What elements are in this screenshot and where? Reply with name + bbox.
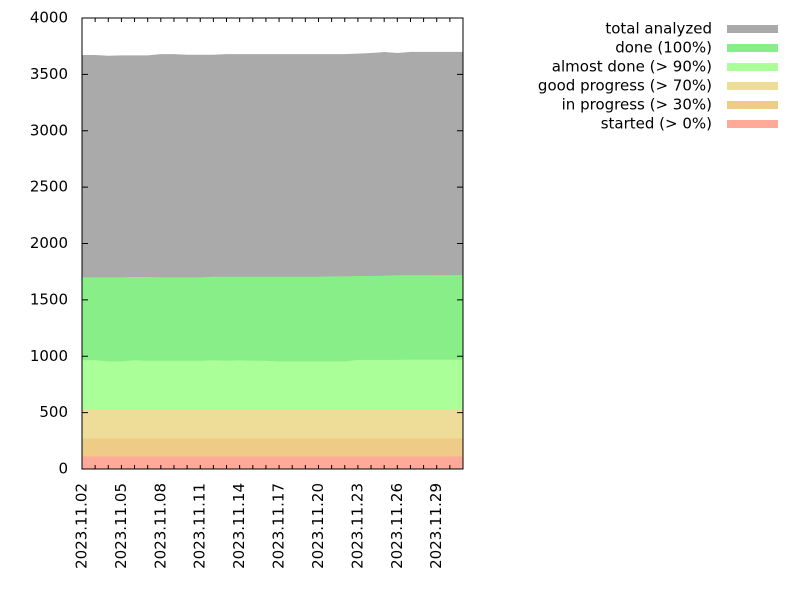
- legend-label: good progress (> 70%): [538, 77, 712, 95]
- legend-label: started (> 0%): [601, 115, 712, 133]
- legend-label: done (100%): [615, 39, 712, 57]
- y-tick-label: 500: [39, 403, 68, 421]
- x-tick-label: 2023.11.02: [73, 483, 91, 569]
- legend-swatch: [727, 63, 778, 71]
- legend-label: in progress (> 30%): [562, 96, 712, 114]
- legend-swatch: [727, 44, 778, 52]
- legend-label: almost done (> 90%): [552, 58, 712, 76]
- y-tick-label: 0: [58, 460, 68, 478]
- legend-swatch: [727, 120, 778, 128]
- legend-label: total analyzed: [605, 20, 712, 38]
- x-tick-label: 2023.11.11: [191, 483, 209, 569]
- x-tick-label: 2023.11.08: [151, 483, 169, 569]
- y-tick-label: 4000: [30, 9, 68, 27]
- legend-swatch: [727, 25, 778, 33]
- x-tick-label: 2023.11.14: [230, 483, 248, 569]
- x-tick-label: 2023.11.20: [309, 483, 327, 569]
- y-tick-label: 2000: [30, 234, 68, 252]
- y-tick-label: 3000: [30, 121, 68, 139]
- x-tick-label: 2023.11.05: [112, 483, 130, 569]
- y-tick-label: 1500: [30, 290, 68, 308]
- x-tick-label: 2023.11.17: [270, 483, 288, 569]
- legend-swatch: [727, 82, 778, 90]
- x-tick-label: 2023.11.26: [388, 483, 406, 569]
- legend-swatch: [727, 101, 778, 109]
- y-tick-label: 1000: [30, 347, 68, 365]
- y-tick-label: 2500: [30, 178, 68, 196]
- area: [82, 456, 463, 469]
- y-tick-label: 3500: [30, 65, 68, 83]
- x-tick-label: 2023.11.29: [427, 483, 445, 569]
- x-tick-label: 2023.11.23: [348, 483, 366, 569]
